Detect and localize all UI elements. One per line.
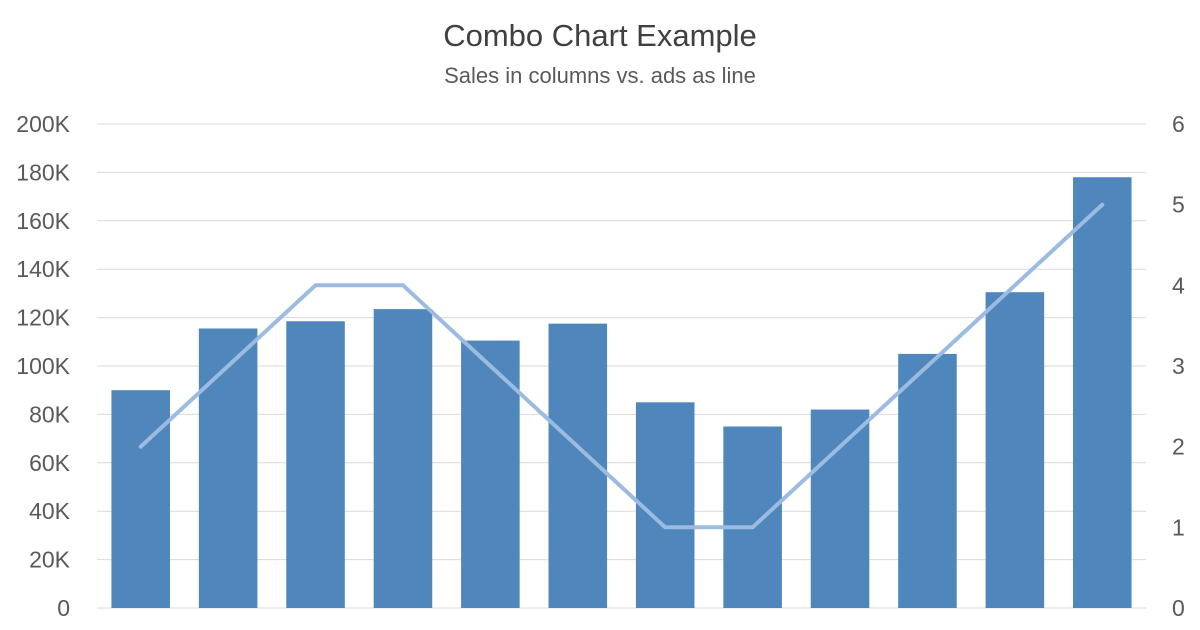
left-axis-tick-label: 120K <box>16 305 70 331</box>
right-axis-tick-label: 6 <box>1172 111 1185 137</box>
left-axis: 0 20K 40K 60K 80K 100K 120K 140K 160K 180K 200K <box>16 111 70 621</box>
sales-column <box>635 402 695 608</box>
ads-line-layer <box>138 202 1105 530</box>
left-axis-tick-label: 80K <box>29 401 71 427</box>
sales-column <box>373 309 433 608</box>
left-axis-tick-label: 160K <box>16 208 70 234</box>
right-axis-tick-label: 3 <box>1172 353 1185 379</box>
left-axis-tick-label: 100K <box>16 353 70 379</box>
sales-column <box>898 353 957 608</box>
sales-column <box>810 409 870 608</box>
chart-subtitle: Sales in columns vs. ads as line <box>444 63 756 88</box>
left-axis-tick-label: 40K <box>29 498 71 524</box>
left-axis-tick-label: 200K <box>16 111 70 137</box>
chart-title: Combo Chart Example <box>443 18 757 53</box>
sales-column <box>723 426 782 608</box>
sales-column <box>286 321 345 608</box>
right-axis-tick-label: 0 <box>1172 595 1185 621</box>
left-axis-tick-label: 0 <box>57 595 70 621</box>
sales-column <box>461 340 520 608</box>
left-axis-tick-label: 60K <box>29 450 71 476</box>
right-axis-tick-label: 1 <box>1172 514 1185 540</box>
left-axis-tick-label: 20K <box>29 547 71 573</box>
ads-line <box>138 202 1105 530</box>
right-axis-tick-label: 4 <box>1172 272 1185 298</box>
sales-column <box>1073 177 1132 609</box>
right-axis-tick-label: 2 <box>1172 434 1185 460</box>
right-axis: 0 1 2 3 4 5 6 <box>1172 111 1185 621</box>
sales-column <box>111 390 170 608</box>
left-axis-tick-label: 180K <box>16 159 70 185</box>
sales-columns <box>111 177 1132 609</box>
sales-column <box>985 292 1045 608</box>
right-axis-tick-label: 5 <box>1172 192 1185 218</box>
sales-column <box>198 328 258 608</box>
left-axis-tick-label: 140K <box>16 256 70 282</box>
gridlines <box>97 123 1146 609</box>
